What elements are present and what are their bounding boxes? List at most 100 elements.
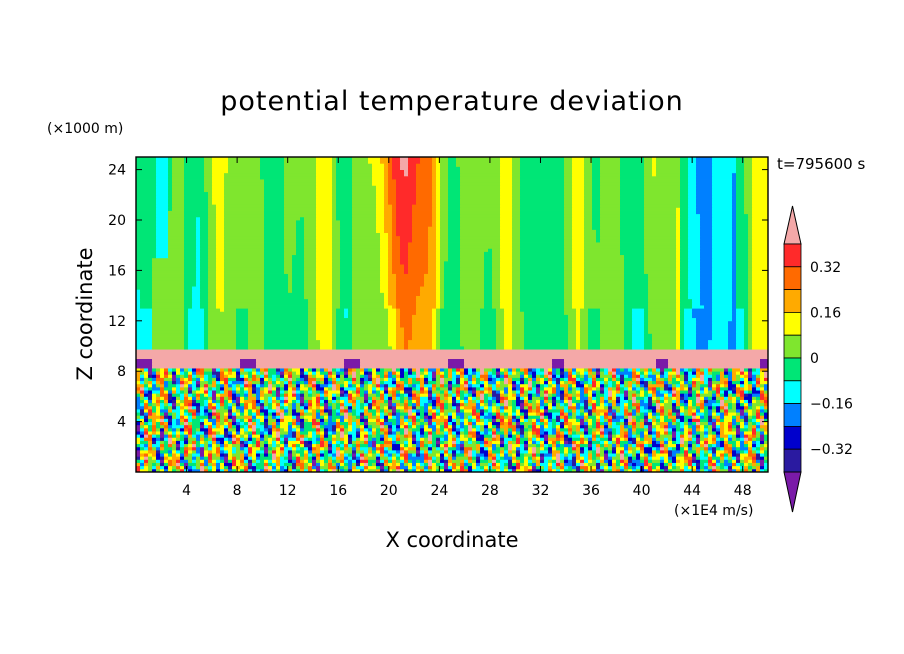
- field-cell: [460, 431, 465, 435]
- field-cell: [572, 468, 577, 472]
- field-cell: [340, 462, 345, 467]
- field-cell: [580, 336, 589, 341]
- field-cell: [248, 405, 253, 410]
- field-cell: [752, 346, 768, 350]
- field-cell: [644, 440, 649, 445]
- field-cell: [436, 453, 441, 457]
- field-cell: [756, 437, 761, 441]
- field-cell: [716, 453, 721, 457]
- field-cell: [592, 421, 597, 426]
- field-cell: [640, 459, 645, 463]
- field-cell: [476, 405, 481, 410]
- field-cell: [712, 368, 725, 372]
- field-cell: [504, 437, 513, 441]
- field-cell: [660, 465, 665, 470]
- field-cell: [700, 396, 705, 400]
- field-cell: [644, 342, 653, 347]
- field-cell: [352, 333, 389, 337]
- field-cell: [256, 418, 261, 422]
- field-cell: [660, 402, 665, 407]
- field-cell: [388, 462, 393, 467]
- field-cell: [404, 402, 409, 407]
- field-cell: [444, 409, 457, 413]
- field-cell: [468, 390, 473, 394]
- field-cell: [728, 440, 737, 445]
- field-cell: [436, 462, 441, 467]
- field-cell: [324, 380, 329, 385]
- field-cell: [180, 456, 185, 460]
- field-cell: [228, 453, 233, 457]
- field-cell: [596, 409, 609, 413]
- field-cell: [528, 409, 533, 413]
- field-cell: [632, 405, 637, 410]
- field-cell: [468, 440, 473, 445]
- field-cell: [156, 374, 161, 378]
- field-cell: [504, 427, 509, 432]
- field-cell: [448, 421, 453, 426]
- field-cell: [284, 415, 293, 419]
- field-cell: [252, 459, 257, 463]
- field-cell: [536, 449, 541, 454]
- field-cell: [180, 374, 185, 378]
- field-cell: [368, 390, 373, 394]
- field-cell: [436, 346, 441, 350]
- field-cell: [692, 453, 697, 457]
- field-cell: [492, 449, 501, 454]
- field-cell: [652, 440, 657, 445]
- field-cell: [484, 418, 489, 422]
- field-cell: [164, 371, 169, 375]
- field-cell: [660, 386, 665, 391]
- field-cell: [396, 415, 401, 419]
- field-cell: [444, 443, 449, 448]
- field-cell: [456, 421, 461, 426]
- field-cell: [412, 440, 417, 445]
- field-cell: [700, 405, 705, 410]
- field-cell: [568, 415, 573, 419]
- field-cell: [192, 393, 197, 397]
- field-cell: [568, 412, 573, 416]
- field-cell: [724, 409, 729, 413]
- field-cell: [136, 336, 153, 341]
- field-cell: [632, 459, 641, 463]
- field-cell: [328, 371, 333, 375]
- field-cell: [508, 459, 513, 463]
- field-cell: [312, 431, 317, 435]
- field-cell: [700, 393, 713, 397]
- field-cell: [752, 431, 757, 435]
- field-cell: [544, 446, 549, 451]
- field-cell: [400, 440, 405, 445]
- field-cell: [688, 393, 693, 397]
- field-cell: [748, 368, 753, 372]
- field-cell: [212, 437, 217, 441]
- field-cell: [344, 358, 361, 363]
- field-cell: [748, 453, 757, 457]
- field-cell: [140, 434, 145, 438]
- field-cell: [388, 390, 393, 394]
- field-cell: [420, 418, 425, 422]
- field-cell: [704, 380, 709, 385]
- field-cell: [172, 371, 177, 375]
- field-cell: [652, 412, 657, 416]
- field-cell: [672, 468, 681, 472]
- field-cell: [684, 342, 697, 347]
- field-cell: [492, 437, 497, 441]
- field-cell: [480, 402, 485, 407]
- field-cell: [668, 412, 673, 416]
- field-cell: [624, 405, 629, 410]
- field-cell: [300, 421, 305, 426]
- field-cell: [212, 415, 217, 419]
- field-cell: [504, 336, 513, 341]
- field-cell: [264, 424, 269, 429]
- field-cell: [296, 421, 301, 426]
- field-cell: [336, 405, 341, 410]
- field-cell: [696, 346, 709, 350]
- field-cell: [400, 459, 405, 463]
- field-cell: [144, 371, 149, 375]
- field-cell: [416, 453, 421, 457]
- field-cell: [396, 393, 401, 397]
- field-cell: [440, 449, 445, 454]
- field-cell: [396, 437, 401, 441]
- field-cell: [636, 390, 641, 394]
- field-cell: [424, 440, 429, 445]
- field-cell: [260, 390, 265, 394]
